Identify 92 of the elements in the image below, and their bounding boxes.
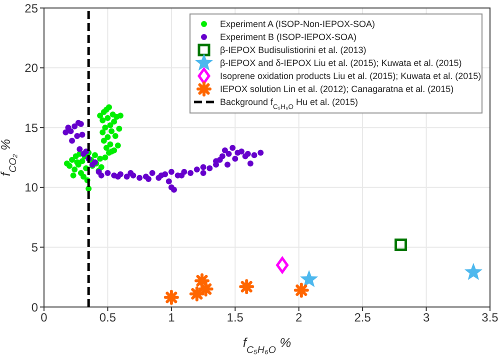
point: [136, 174, 143, 181]
point: [92, 152, 98, 158]
point: [72, 166, 78, 172]
point: [83, 148, 90, 155]
y-tick-label: 15: [24, 120, 38, 135]
point: [100, 117, 106, 124]
point: [464, 262, 482, 280]
point: [117, 112, 124, 119]
point: [76, 146, 83, 152]
point: [98, 172, 104, 178]
point: [170, 186, 177, 193]
point: [200, 164, 206, 170]
x-tick-label: 2.5: [354, 310, 372, 325]
point: [145, 176, 152, 182]
point: [70, 172, 76, 178]
legend-label: Background f$_{C₅H₆O}$ Hu et al. (2015): [220, 97, 358, 110]
point: [66, 162, 72, 169]
legend-label: Experiment B (ISOP-IEPOX-SOA): [220, 32, 357, 42]
x-tick-label: 0.5: [99, 310, 116, 325]
legend-label: β-IEPOX and δ-IEPOX Liu et al. (2015); Kuwata et al. (2015): [220, 58, 462, 68]
point: [149, 170, 156, 176]
y-tick-label: 5: [31, 240, 38, 254]
point: [106, 104, 112, 110]
point: [219, 153, 226, 160]
legend-label: IEPOX solution Lin et al. (2012); Canagaratna et al. (2015): [220, 84, 454, 94]
point: [232, 156, 238, 162]
point: [222, 147, 228, 154]
point: [74, 132, 80, 139]
point: [294, 282, 309, 298]
legend-label: β-IEPOX Budisulistiorini et al. (2013): [220, 45, 366, 55]
x-axis-title: f$_{C₅H₆O}$ %: [242, 335, 292, 356]
point: [97, 156, 104, 162]
point: [124, 174, 130, 180]
point: [164, 290, 179, 305]
point: [112, 132, 118, 139]
point: [72, 123, 78, 130]
point: [251, 152, 258, 158]
point: [258, 150, 264, 156]
y-tick-label: 25: [24, 1, 38, 16]
y-tick-label: 20: [24, 61, 38, 76]
point: [104, 134, 111, 140]
legend-label: Isoprene oxidation products Liu et al. (2015); Kuwata et al. (2015): [220, 71, 482, 81]
point: [200, 170, 206, 176]
point: [102, 154, 108, 160]
point: [108, 128, 115, 134]
point: [189, 286, 204, 302]
point: [102, 124, 108, 131]
point: [116, 126, 122, 132]
legend-label: Experiment A (ISOP-Non-IEPOX-SOA): [220, 19, 376, 29]
y-tick-label: 10: [24, 180, 38, 195]
y-tick-label: 0: [31, 300, 38, 314]
x-tick-label: 2: [296, 310, 303, 325]
point: [114, 174, 121, 180]
point: [68, 128, 74, 134]
x-tick-label: 3: [422, 310, 430, 325]
point: [128, 170, 134, 176]
x-tick-label: 1.5: [226, 310, 244, 325]
point: [238, 148, 245, 155]
point: [226, 150, 232, 157]
point: [166, 178, 172, 184]
point: [79, 158, 86, 164]
point: [194, 166, 200, 172]
point: [300, 270, 318, 288]
point: [224, 162, 230, 168]
x-tick-label: 1: [168, 310, 176, 325]
point: [188, 170, 194, 176]
point: [230, 144, 236, 151]
point: [158, 172, 164, 178]
point: [206, 165, 213, 172]
point: [394, 238, 408, 252]
point: [276, 256, 289, 274]
point: [111, 118, 118, 125]
x-tick-label: 3.5: [482, 310, 499, 325]
point: [103, 144, 110, 151]
point: [107, 122, 114, 128]
point: [100, 129, 106, 136]
point: [62, 129, 69, 136]
point: [69, 138, 76, 144]
point: [104, 170, 111, 176]
point: [244, 150, 251, 157]
point: [104, 115, 111, 122]
x-tick-label: 0: [40, 310, 48, 325]
point: [114, 142, 121, 149]
point: [98, 164, 104, 170]
point: [69, 156, 76, 163]
point: [168, 168, 174, 175]
point: [80, 174, 87, 180]
point: [247, 160, 254, 166]
point: [239, 279, 254, 294]
point: [97, 112, 104, 119]
point: [79, 132, 86, 138]
point: [100, 138, 107, 144]
